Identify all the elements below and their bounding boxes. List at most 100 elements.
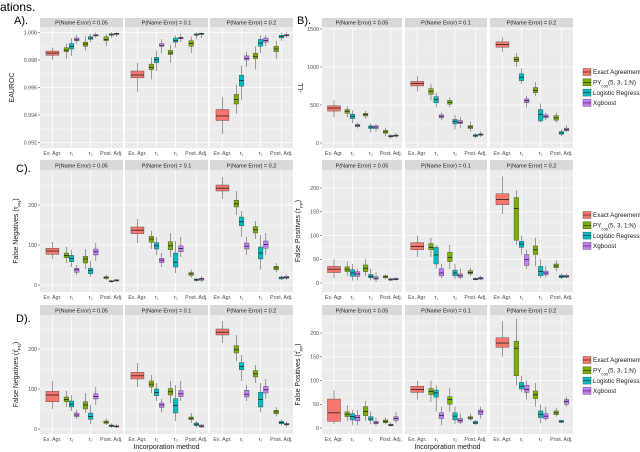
- boxplot-box: [244, 51, 250, 67]
- x-tick-label: τ₁: [520, 437, 524, 443]
- boxplot-box: [103, 274, 109, 281]
- legend-label: PYcos(5, 3, 1:N): [593, 368, 636, 377]
- x-tick-label: Ex. Agr.: [43, 437, 61, 443]
- facet-strip: [405, 160, 487, 170]
- x-tick-label: τ₁: [155, 437, 159, 443]
- boxplot-box: [388, 422, 394, 427]
- x-tick-label: τ₂: [539, 295, 543, 301]
- boxplot-box: [344, 405, 350, 421]
- boxplot-box: [433, 385, 439, 412]
- boxplot-box: [278, 32, 284, 41]
- x-tick-label: Post. Adj.: [380, 295, 402, 301]
- x-tick-label: τ₂: [89, 437, 93, 443]
- box-iqr: [538, 266, 544, 277]
- box-iqr: [159, 43, 165, 47]
- legend-label: Exact Agreement: [593, 357, 640, 364]
- boxplot-box: [188, 269, 194, 278]
- x-tick-label: τ₁: [155, 151, 159, 157]
- x-tick-label: Ex. Agr.: [128, 437, 146, 443]
- box-iqr: [167, 50, 173, 55]
- boxplot-box: [148, 57, 154, 80]
- boxplot-box: [263, 233, 269, 255]
- y-tick-label: 50: [313, 257, 319, 263]
- y-tick-label: 0: [316, 426, 319, 432]
- y-axis-title-end: ): [13, 342, 20, 344]
- boxplot-box: [363, 400, 369, 421]
- boxplot-box: [252, 365, 258, 383]
- box-iqr: [513, 340, 519, 376]
- y-tick-label: 0.994: [24, 113, 37, 119]
- boxplot-box: [543, 112, 549, 121]
- facet-strip: [210, 18, 293, 27]
- y-axis-title-subscript: FN: [17, 344, 22, 350]
- x-tick-label: Post. Adj.: [185, 437, 207, 443]
- legend-label: Logistic Regression: [593, 233, 640, 240]
- x-tick-label: Post. Adj.: [270, 151, 292, 157]
- boxplot-box: [355, 409, 361, 426]
- x-tick-label: Post. Adj.: [550, 151, 572, 157]
- box-iqr: [495, 337, 510, 348]
- box-iqr: [532, 245, 538, 255]
- x-tick-label: Ex. Agr.: [408, 295, 426, 301]
- boxplot-box: [178, 33, 184, 43]
- x-tick-label: τ₂: [259, 437, 263, 443]
- x-tick-label: τ₁: [70, 295, 74, 301]
- box-iqr: [447, 396, 453, 405]
- facet-0: P(Name Error) = 0.05 Ex. Agr. τ₁ τ₂ Post. Ad…: [40, 18, 123, 157]
- boxplot-box: [244, 385, 250, 401]
- facet-2: P(Name Error) = 0.2 Ex. Agr. τ₁ τ₂ Post. Adj…: [490, 305, 573, 443]
- boxplot-box: [244, 237, 250, 255]
- plot-background: [405, 315, 487, 434]
- facet-2: P(Name Error) = 0.2 Ex. Agr. τ₁ τ₂ Post. Adj…: [490, 160, 573, 301]
- boxplot-box: [478, 406, 484, 419]
- boxplot-box: [273, 40, 279, 59]
- facet-strip: [125, 18, 208, 27]
- facet-strip-label: P(Name Error) = 0.05: [55, 21, 108, 27]
- boxplot-box: [278, 275, 284, 281]
- boxplot-box: [363, 111, 369, 119]
- boxplot-box: [513, 318, 519, 386]
- boxplot-box: [159, 253, 165, 267]
- boxplot-box: [178, 381, 184, 401]
- x-tick-label: τ₂: [259, 151, 263, 157]
- boxplot-box: [114, 424, 120, 428]
- legend-label: Exact Agreement: [593, 212, 640, 219]
- boxplot-box: [538, 404, 544, 424]
- boxplot-box: [452, 114, 458, 130]
- boxplot-box: [154, 50, 160, 71]
- box-iqr: [63, 47, 69, 52]
- boxplot-box: [258, 383, 264, 413]
- x-tick-label: τ₁: [434, 295, 438, 301]
- boxplot-box: [103, 418, 109, 425]
- boxplot-box: [199, 32, 205, 38]
- box-iqr: [244, 55, 250, 61]
- boxplot-box: [447, 97, 453, 108]
- x-tick-label: Post. Adj.: [464, 151, 486, 157]
- facet-2: P(Name Error) = 0.2 Ex. Agr. τ₁ τ₂ Post. Adj…: [210, 18, 293, 157]
- facet-strip-label: P(Name Error) = 0.1: [421, 164, 471, 170]
- boxplot-box: [69, 38, 75, 56]
- x-tick-label: Post. Adj.: [464, 437, 486, 443]
- boxplot-box: [148, 375, 154, 393]
- boxplot-box: [349, 409, 355, 426]
- boxplot-box: [74, 265, 80, 275]
- legend-item: Exact Agreement: [582, 356, 640, 364]
- boxplot-box: [93, 32, 99, 38]
- legend-label-text: PY: [593, 368, 602, 375]
- y-tick-label: 100: [310, 378, 319, 384]
- boxplot-box: [383, 417, 389, 425]
- x-tick-label: τ₂: [369, 295, 373, 301]
- boxplot-box: [45, 381, 60, 409]
- facet-strip-label: P(Name Error) = 0.1: [142, 309, 192, 315]
- x-tick-label: Ex. Agr.: [213, 151, 231, 157]
- boxplot-box: [532, 82, 538, 96]
- facet-strip-label: P(Name Error) = 0.2: [507, 164, 557, 170]
- boxplot-box: [63, 247, 69, 263]
- boxplot-box: [93, 387, 99, 405]
- boxplot-box: [349, 263, 355, 281]
- boxplot-box: [410, 76, 424, 92]
- facet-strip: [40, 305, 123, 315]
- boxplot-box: [543, 266, 549, 278]
- y-axis-title-symbol: τ: [295, 208, 302, 211]
- facet-strip-label: P(Name Error) = 0.05: [55, 309, 108, 315]
